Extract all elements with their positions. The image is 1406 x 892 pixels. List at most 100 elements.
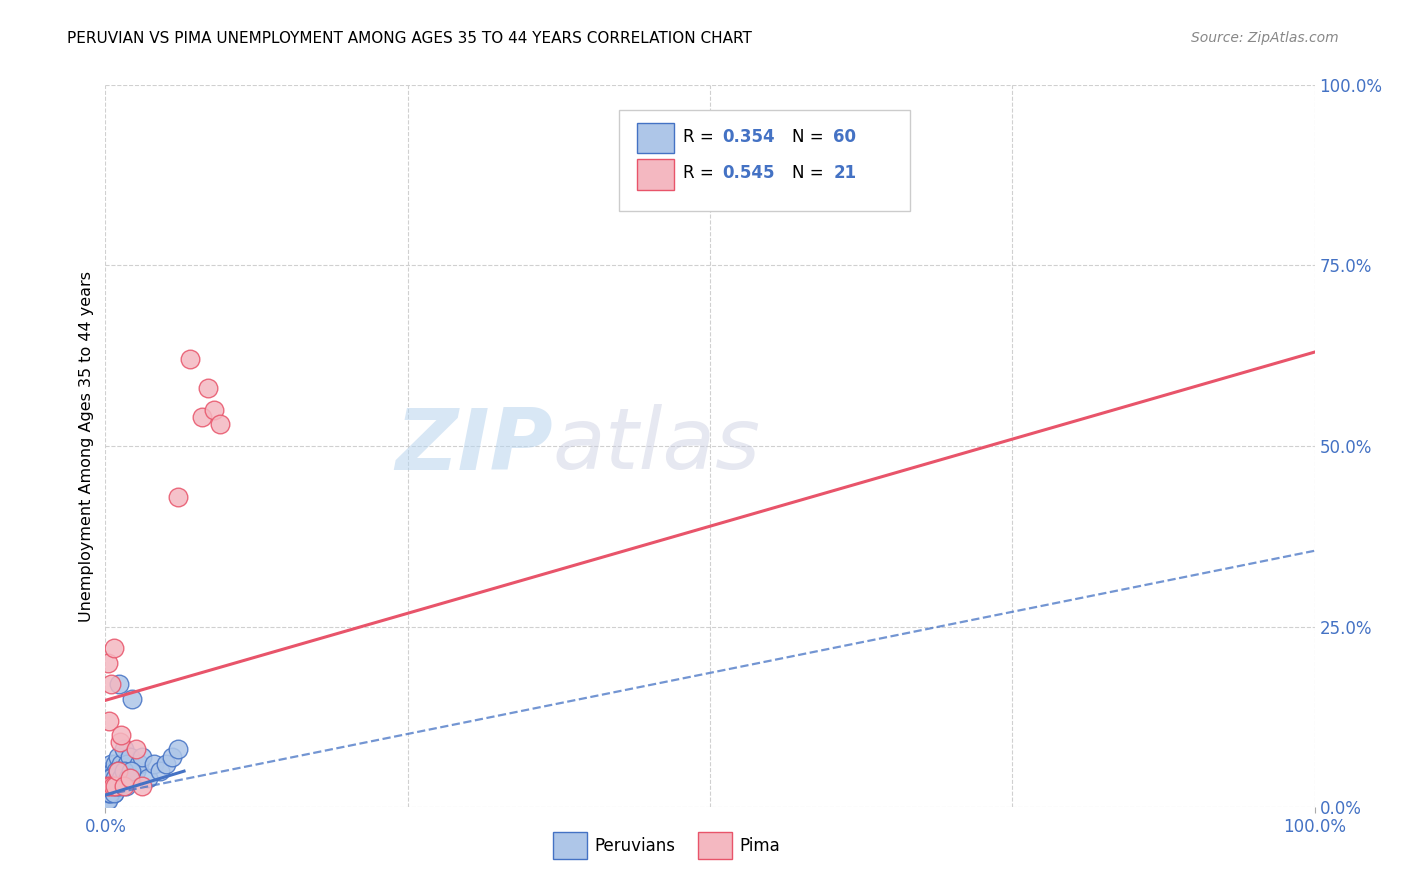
Point (197, 381, 219, 395)
Point (100, 786, 122, 800)
Point (110, 772, 132, 786)
Point (97, 656, 120, 670)
Point (98, 714, 121, 728)
Point (103, 641, 125, 656)
Point (124, 764, 148, 778)
Text: R =: R = (683, 164, 720, 182)
Point (179, 352, 201, 367)
Point (111, 764, 134, 778)
Point (98, 772, 121, 786)
Point (110, 756, 132, 771)
Text: 0.354: 0.354 (723, 128, 775, 145)
Point (104, 772, 127, 786)
Point (103, 786, 125, 800)
Point (101, 772, 124, 786)
Bar (637, 123, 673, 153)
Point (98, 772, 121, 786)
Point (167, 490, 190, 504)
Point (136, 772, 159, 786)
Text: 60: 60 (834, 128, 856, 145)
Point (155, 756, 177, 771)
Point (101, 779, 124, 793)
Point (98, 779, 121, 793)
Point (112, 742, 135, 756)
Point (107, 764, 129, 778)
Point (108, 772, 131, 786)
Point (107, 764, 129, 778)
Y-axis label: Unemployment Among Ages 35 to 44 years: Unemployment Among Ages 35 to 44 years (79, 270, 94, 622)
Point (202, 403, 225, 417)
Text: ZIP: ZIP (395, 404, 553, 488)
Text: PERUVIAN VS PIMA UNEMPLOYMENT AMONG AGES 35 TO 44 YEARS CORRELATION CHART: PERUVIAN VS PIMA UNEMPLOYMENT AMONG AGES… (67, 31, 752, 46)
Point (107, 779, 129, 793)
Point (100, 772, 122, 786)
Point (101, 779, 124, 793)
Point (107, 764, 129, 778)
Point (121, 692, 143, 706)
FancyBboxPatch shape (620, 110, 910, 211)
Point (115, 779, 138, 793)
Point (103, 779, 125, 793)
Point (121, 772, 143, 786)
Point (120, 764, 142, 778)
Point (96, 793, 118, 807)
Point (97, 786, 120, 800)
Point (142, 756, 165, 771)
Point (124, 742, 148, 756)
Text: 21: 21 (834, 164, 856, 182)
Text: 0.545: 0.545 (723, 164, 775, 182)
Text: Pima: Pima (740, 837, 780, 855)
Point (98, 779, 121, 793)
Text: N =: N = (792, 128, 830, 145)
Point (118, 772, 141, 786)
Point (100, 677, 122, 691)
Point (160, 749, 183, 764)
Point (100, 756, 122, 771)
Text: N =: N = (792, 164, 830, 182)
Point (115, 756, 138, 771)
Point (108, 735, 131, 749)
Text: R =: R = (683, 128, 720, 145)
Point (100, 779, 122, 793)
Point (98, 786, 121, 800)
Text: Peruvians: Peruvians (593, 837, 675, 855)
Point (96, 786, 118, 800)
Point (114, 772, 136, 786)
Point (110, 728, 132, 742)
Text: atlas: atlas (553, 404, 761, 488)
Point (98, 786, 121, 800)
Bar (697, 832, 731, 859)
Point (149, 764, 172, 778)
Point (101, 764, 124, 778)
Point (104, 756, 127, 771)
Point (97, 779, 120, 793)
Point (98, 764, 121, 778)
Point (117, 772, 139, 786)
Point (105, 779, 128, 793)
Point (104, 779, 127, 793)
Point (167, 742, 190, 756)
Point (96, 779, 118, 793)
Point (101, 779, 124, 793)
Point (128, 756, 150, 771)
Point (104, 772, 127, 786)
Point (131, 779, 153, 793)
Point (107, 677, 129, 691)
Bar (637, 159, 673, 189)
Text: Source: ZipAtlas.com: Source: ZipAtlas.com (1191, 31, 1339, 45)
Point (98, 779, 121, 793)
Point (105, 779, 128, 793)
Point (209, 417, 232, 432)
Point (103, 786, 125, 800)
Bar (553, 832, 586, 859)
Point (118, 749, 141, 764)
Point (105, 764, 128, 778)
Point (112, 779, 135, 793)
Point (112, 764, 135, 778)
Point (97, 793, 120, 807)
Point (98, 786, 121, 800)
Point (131, 749, 153, 764)
Point (191, 410, 214, 425)
Point (107, 772, 129, 786)
Point (107, 749, 129, 764)
